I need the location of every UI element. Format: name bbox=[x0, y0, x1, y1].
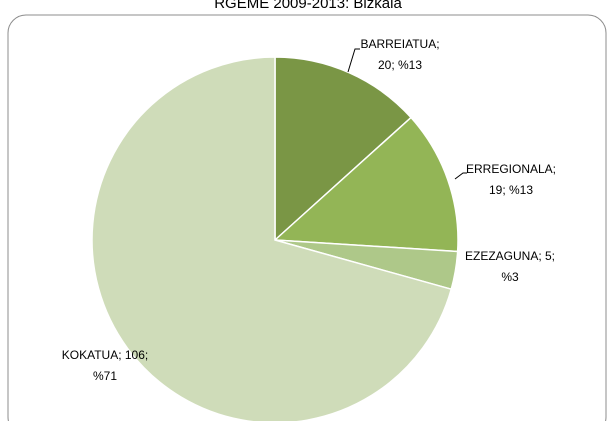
leader-line bbox=[454, 172, 467, 180]
data-label: ERREGIONALA; 19; %13 bbox=[466, 162, 556, 197]
chart-title: RGEME 2009-2013: Bizkaia bbox=[214, 0, 402, 12]
pie-slice bbox=[91, 56, 453, 421]
data-label-line: ERREGIONALA; bbox=[466, 162, 556, 176]
data-label-line: KOKATUA; 106; bbox=[62, 348, 148, 362]
data-labels: BARREIATUA; 20; %13 ERREGIONALA; 19; %13 EZE… bbox=[62, 37, 556, 383]
data-label-line: 20; %13 bbox=[378, 58, 422, 72]
pie-slice bbox=[273, 116, 459, 253]
data-label-line: %71 bbox=[93, 369, 117, 383]
data-label: EZEZAGUNA; 5; %3 bbox=[465, 249, 555, 284]
pie-slice bbox=[274, 56, 413, 242]
data-label-line: 19; %13 bbox=[489, 183, 533, 197]
data-label: KOKATUA; 106; %71 bbox=[62, 348, 148, 383]
data-label-line: EZEZAGUNA; 5; bbox=[465, 249, 555, 263]
leader-line bbox=[347, 48, 360, 73]
data-label-line: BARREIATUA; bbox=[360, 37, 439, 51]
pie bbox=[91, 56, 459, 421]
data-label: BARREIATUA; 20; %13 bbox=[360, 37, 439, 72]
data-label-line: %3 bbox=[501, 270, 519, 284]
